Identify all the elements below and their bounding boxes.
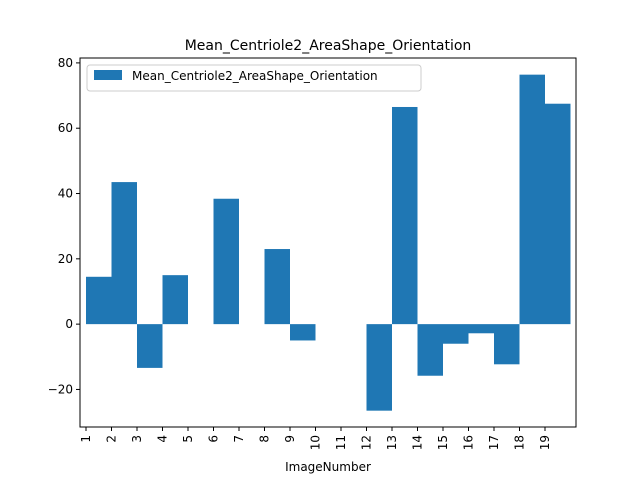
bar-2 bbox=[111, 182, 137, 325]
x-tick-label-15: 15 bbox=[436, 435, 450, 450]
y-tick-label--20: −20 bbox=[48, 382, 73, 396]
legend-swatch bbox=[94, 70, 122, 80]
x-tick-label-18: 18 bbox=[513, 435, 527, 450]
bar-12 bbox=[366, 324, 392, 411]
x-tick-label-16: 16 bbox=[462, 435, 476, 450]
y-tick-label-0: 0 bbox=[65, 317, 73, 331]
y-tick-label-60: 60 bbox=[58, 121, 73, 135]
bar-16 bbox=[468, 324, 494, 334]
bar-8 bbox=[264, 249, 290, 325]
bars-layer bbox=[86, 74, 571, 411]
x-tick-label-4: 4 bbox=[156, 435, 170, 443]
bar-13 bbox=[392, 106, 418, 325]
x-tick-label-12: 12 bbox=[360, 435, 374, 450]
x-tick-label-7: 7 bbox=[232, 435, 246, 443]
bar-9 bbox=[290, 324, 316, 341]
x-tick-label-11: 11 bbox=[334, 435, 348, 450]
x-tick-label-19: 19 bbox=[538, 435, 552, 450]
y-tick-label-80: 80 bbox=[58, 56, 73, 70]
x-tick-label-14: 14 bbox=[411, 435, 425, 450]
x-tick-label-13: 13 bbox=[385, 435, 399, 450]
bar-15 bbox=[443, 324, 469, 344]
y-tick-label-40: 40 bbox=[58, 187, 73, 201]
x-tick-label-5: 5 bbox=[181, 435, 195, 443]
plot-frame bbox=[79, 57, 577, 428]
bar-4 bbox=[162, 275, 188, 325]
bar-3 bbox=[137, 324, 163, 368]
chart-title: Mean_Centriole2_AreaShape_Orientation bbox=[185, 38, 472, 54]
bar-19 bbox=[545, 103, 571, 325]
bar-6 bbox=[213, 198, 239, 325]
y-tick-label-20: 20 bbox=[58, 252, 73, 266]
x-axis-label: ImageNumber bbox=[285, 460, 371, 474]
bar-18 bbox=[519, 74, 545, 325]
x-tick-label-2: 2 bbox=[105, 435, 119, 443]
x-tick-label-9: 9 bbox=[283, 435, 297, 443]
x-tick-label-8: 8 bbox=[258, 435, 272, 443]
x-tick-label-6: 6 bbox=[207, 435, 221, 443]
legend: Mean_Centriole2_AreaShape_Orientation bbox=[86, 64, 422, 92]
x-tick-label-17: 17 bbox=[487, 435, 501, 450]
legend-box bbox=[86, 64, 422, 92]
bar-17 bbox=[494, 324, 520, 365]
bar-14 bbox=[417, 324, 443, 376]
legend-label: Mean_Centriole2_AreaShape_Orientation bbox=[132, 69, 378, 83]
x-tick-label-3: 3 bbox=[130, 435, 144, 443]
x-tick-label-10: 10 bbox=[309, 435, 323, 450]
x-tick-label-1: 1 bbox=[79, 435, 93, 443]
bar-1 bbox=[86, 276, 112, 325]
